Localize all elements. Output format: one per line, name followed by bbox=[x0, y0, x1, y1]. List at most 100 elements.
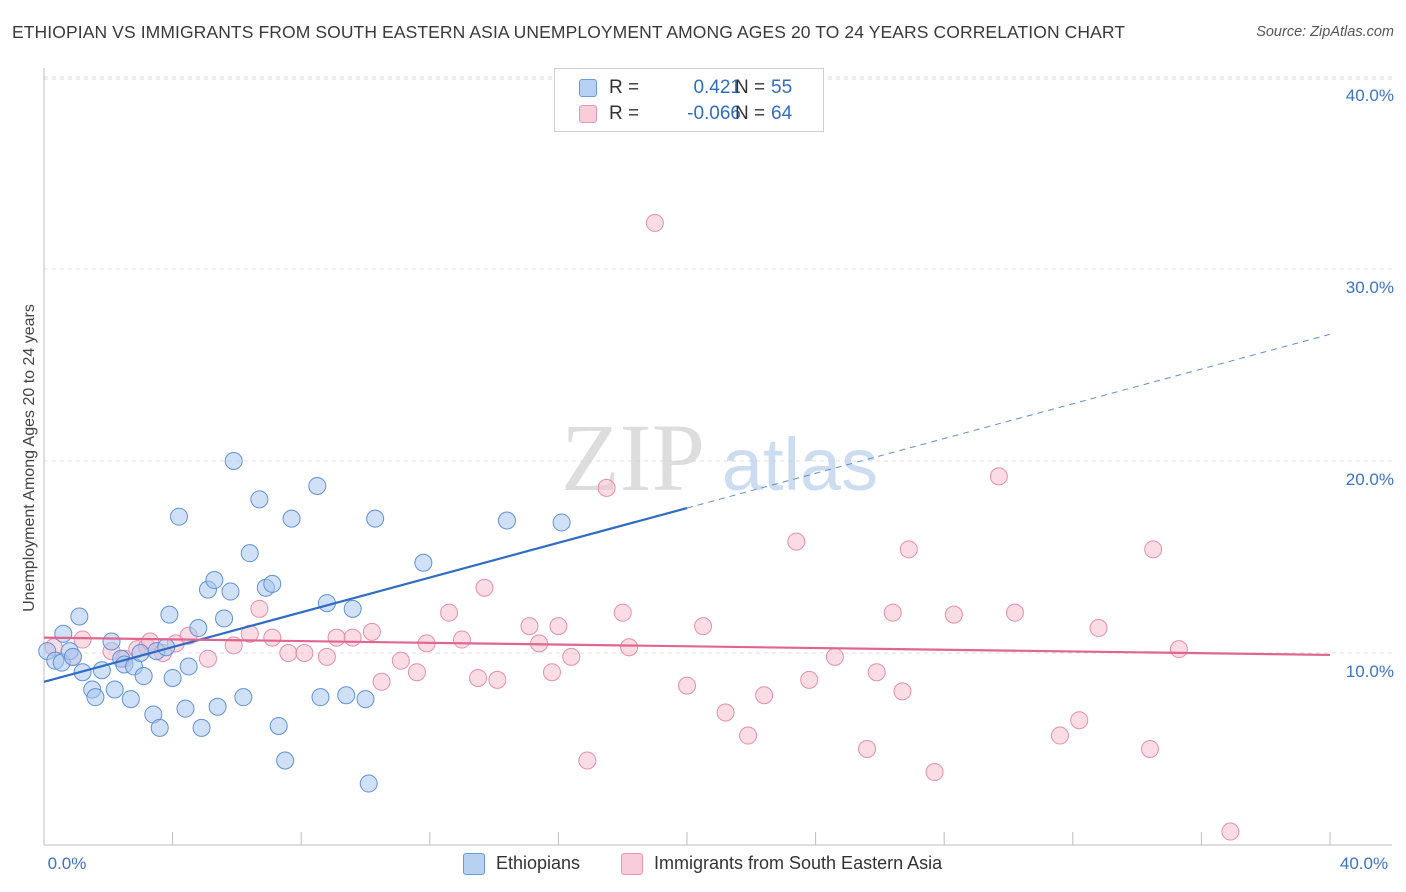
data-point-ethiopians bbox=[105, 680, 124, 699]
data-point-immigrants bbox=[562, 647, 581, 666]
data-point-ethiopians bbox=[366, 509, 385, 528]
data-point-ethiopians bbox=[54, 624, 73, 643]
data-point-ethiopians bbox=[70, 607, 89, 626]
legend-n-value: 55 bbox=[771, 77, 793, 98]
legend-swatch-blue bbox=[463, 853, 485, 875]
data-point-ethiopians bbox=[356, 690, 375, 709]
data-point-immigrants bbox=[883, 603, 902, 622]
data-point-immigrants bbox=[1050, 726, 1069, 745]
data-point-ethiopians bbox=[121, 690, 140, 709]
data-point-immigrants bbox=[279, 644, 298, 662]
x-tick-label: 40.0% bbox=[1340, 854, 1388, 873]
data-point-ethiopians bbox=[263, 574, 282, 593]
legend-n-label: N = bbox=[735, 77, 766, 98]
data-point-ethiopians bbox=[176, 699, 195, 718]
data-point-ethiopians bbox=[343, 599, 362, 618]
data-point-ethiopians bbox=[234, 688, 253, 707]
data-point-immigrants bbox=[263, 628, 282, 647]
chart-title: ETHIOPIAN VS IMMIGRANTS FROM SOUTH EASTE… bbox=[12, 22, 1126, 42]
data-point-immigrants bbox=[317, 647, 336, 666]
legend-swatch-pink bbox=[621, 853, 643, 875]
data-point-immigrants bbox=[1089, 619, 1108, 638]
data-point-immigrants bbox=[620, 638, 639, 657]
data-point-immigrants bbox=[198, 649, 217, 668]
data-point-immigrants bbox=[362, 622, 381, 641]
data-point-immigrants bbox=[899, 540, 918, 559]
data-point-ethiopians bbox=[269, 716, 288, 735]
data-point-immigrants bbox=[1070, 711, 1089, 730]
data-point-immigrants bbox=[343, 628, 362, 647]
data-point-immigrants bbox=[825, 647, 844, 666]
data-point-immigrants bbox=[989, 467, 1008, 486]
data-point-ethiopians bbox=[497, 511, 516, 530]
data-point-immigrants bbox=[475, 578, 494, 597]
data-point-ethiopians bbox=[150, 718, 169, 737]
data-point-immigrants bbox=[488, 670, 507, 689]
data-point-ethiopians bbox=[250, 490, 269, 509]
data-point-ethiopians bbox=[160, 605, 179, 624]
grid-lines bbox=[44, 76, 1392, 654]
data-point-ethiopians bbox=[240, 544, 259, 563]
data-point-immigrants bbox=[787, 532, 806, 551]
data-point-ethiopians bbox=[208, 697, 227, 716]
data-point-immigrants bbox=[295, 644, 314, 662]
data-point-immigrants bbox=[1144, 540, 1163, 559]
watermark-zip: ZIP bbox=[561, 404, 705, 511]
data-point-immigrants bbox=[944, 605, 963, 624]
data-point-immigrants bbox=[1221, 822, 1240, 841]
data-point-immigrants bbox=[858, 740, 877, 758]
data-point-immigrants bbox=[925, 763, 944, 782]
legend-swatch-blue bbox=[579, 79, 597, 97]
data-point-immigrants bbox=[678, 676, 696, 695]
data-point-ethiopians bbox=[552, 513, 571, 532]
data-point-immigrants bbox=[542, 663, 561, 682]
data-point-immigrants bbox=[694, 617, 713, 636]
data-point-immigrants bbox=[578, 751, 597, 770]
data-point-immigrants bbox=[1005, 603, 1024, 622]
legend-swatch-pink bbox=[579, 105, 597, 123]
data-point-ethiopians bbox=[102, 632, 121, 651]
data-point-ethiopians bbox=[221, 582, 240, 601]
watermark: ZIP atlas bbox=[561, 404, 878, 511]
data-point-immigrants bbox=[549, 617, 568, 636]
legend-r-label: R = bbox=[609, 77, 640, 98]
data-point-ethiopians bbox=[189, 619, 208, 638]
trend-lines bbox=[43, 333, 1331, 683]
data-point-immigrants bbox=[893, 682, 912, 701]
data-point-ethiopians bbox=[170, 507, 189, 526]
data-point-ethiopians bbox=[337, 686, 356, 705]
axes bbox=[43, 68, 1392, 846]
legend-r-label: R = bbox=[609, 103, 640, 124]
correlation-legend: R = 0.421 N = 55 R = -0.066 N = 64 bbox=[554, 68, 824, 132]
data-point-immigrants bbox=[613, 603, 632, 622]
data-point-immigrants bbox=[1140, 740, 1159, 758]
data-point-immigrants bbox=[1169, 640, 1188, 659]
trend-line-immigrants bbox=[43, 636, 1331, 657]
watermark-atlas: atlas bbox=[722, 423, 878, 506]
legend-r-value: 0.421 bbox=[693, 77, 741, 98]
data-point-immigrants bbox=[867, 663, 886, 682]
trend-line-ethiopians bbox=[43, 506, 688, 683]
data-point-immigrants bbox=[407, 663, 426, 682]
data-point-immigrants bbox=[800, 670, 819, 689]
legend-n-label: N = bbox=[735, 103, 766, 124]
data-point-ethiopians bbox=[282, 509, 301, 528]
data-point-ethiopians bbox=[63, 647, 82, 666]
data-point-ethiopians bbox=[134, 667, 153, 686]
series-ethiopians-points bbox=[38, 452, 571, 793]
data-point-ethiopians bbox=[163, 668, 182, 687]
data-point-immigrants bbox=[440, 603, 459, 622]
data-point-ethiopians bbox=[224, 452, 243, 470]
legend-label-immigrants: Immigrants from South Eastern Asia bbox=[654, 853, 943, 873]
legend-n-value: 64 bbox=[771, 103, 793, 124]
data-point-immigrants bbox=[716, 703, 735, 722]
data-point-ethiopians bbox=[192, 718, 211, 737]
data-point-immigrants bbox=[645, 213, 664, 232]
y-tick-label: 40.0% bbox=[1346, 86, 1394, 105]
data-point-ethiopians bbox=[86, 688, 105, 707]
series-legend: Ethiopians Immigrants from South Eastern… bbox=[0, 852, 1406, 876]
data-point-ethiopians bbox=[179, 657, 198, 676]
data-point-immigrants bbox=[327, 628, 346, 647]
y-tick-label: 10.0% bbox=[1346, 662, 1394, 681]
trend-line-ethiopians-dashed bbox=[686, 333, 1331, 509]
